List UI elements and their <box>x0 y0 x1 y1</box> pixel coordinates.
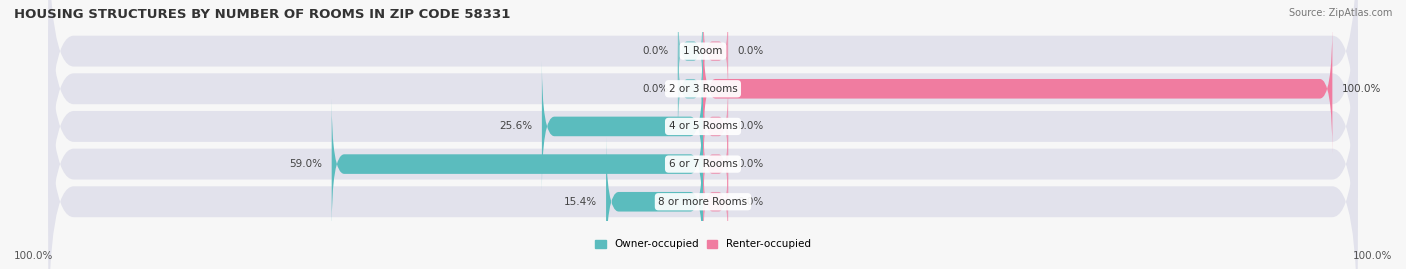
Text: 2 or 3 Rooms: 2 or 3 Rooms <box>669 84 737 94</box>
Text: 0.0%: 0.0% <box>643 84 668 94</box>
Text: 1 Room: 1 Room <box>683 46 723 56</box>
FancyBboxPatch shape <box>703 4 728 98</box>
Text: 100.0%: 100.0% <box>1341 84 1381 94</box>
Text: 6 or 7 Rooms: 6 or 7 Rooms <box>669 159 737 169</box>
FancyBboxPatch shape <box>678 4 703 98</box>
FancyBboxPatch shape <box>332 98 703 230</box>
FancyBboxPatch shape <box>678 42 703 136</box>
FancyBboxPatch shape <box>703 23 1333 154</box>
FancyBboxPatch shape <box>48 0 1358 224</box>
Text: 0.0%: 0.0% <box>738 46 763 56</box>
FancyBboxPatch shape <box>48 0 1358 186</box>
FancyBboxPatch shape <box>703 155 728 249</box>
Text: 4 or 5 Rooms: 4 or 5 Rooms <box>669 121 737 132</box>
Legend: Owner-occupied, Renter-occupied: Owner-occupied, Renter-occupied <box>595 239 811 249</box>
FancyBboxPatch shape <box>48 66 1358 269</box>
Text: 59.0%: 59.0% <box>290 159 322 169</box>
FancyBboxPatch shape <box>541 61 703 192</box>
FancyBboxPatch shape <box>48 0 1358 262</box>
Text: 15.4%: 15.4% <box>564 197 596 207</box>
Text: 0.0%: 0.0% <box>643 46 668 56</box>
Text: Source: ZipAtlas.com: Source: ZipAtlas.com <box>1288 8 1392 18</box>
Text: 100.0%: 100.0% <box>1353 251 1392 261</box>
Text: 25.6%: 25.6% <box>499 121 533 132</box>
FancyBboxPatch shape <box>606 136 703 267</box>
Text: 0.0%: 0.0% <box>738 159 763 169</box>
Text: 100.0%: 100.0% <box>14 251 53 261</box>
FancyBboxPatch shape <box>48 29 1358 269</box>
FancyBboxPatch shape <box>703 80 728 173</box>
Text: 0.0%: 0.0% <box>738 197 763 207</box>
Text: 8 or more Rooms: 8 or more Rooms <box>658 197 748 207</box>
FancyBboxPatch shape <box>703 117 728 211</box>
Text: HOUSING STRUCTURES BY NUMBER OF ROOMS IN ZIP CODE 58331: HOUSING STRUCTURES BY NUMBER OF ROOMS IN… <box>14 8 510 21</box>
Text: 0.0%: 0.0% <box>738 121 763 132</box>
